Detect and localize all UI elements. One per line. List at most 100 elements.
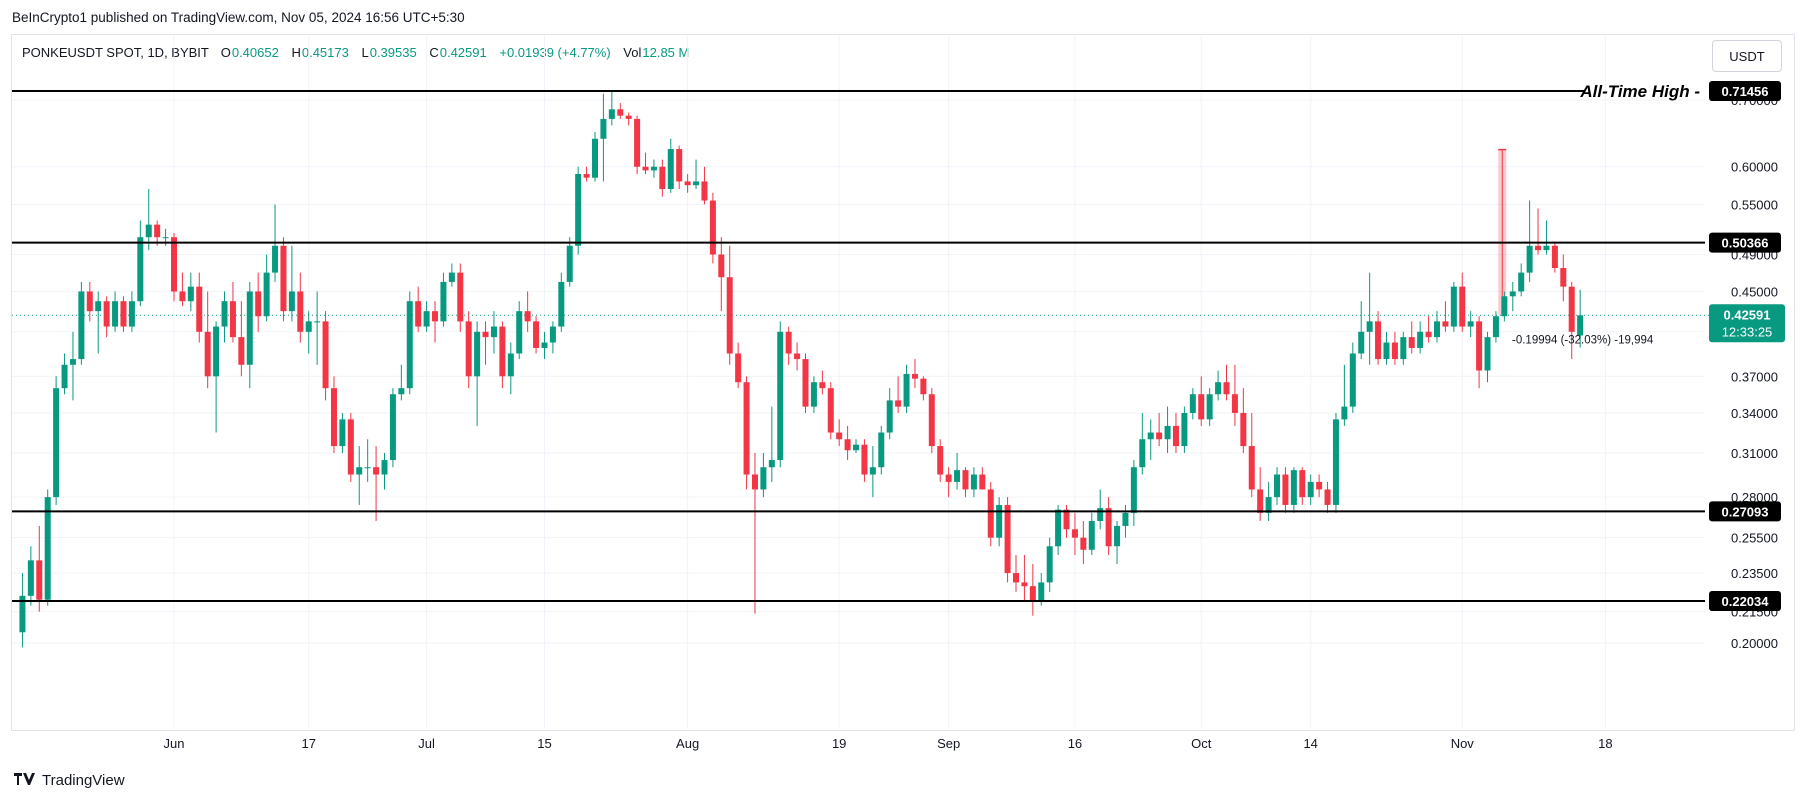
candle-body [549, 326, 556, 343]
candle-body [263, 272, 270, 317]
close-value: 0.42591 [439, 45, 487, 60]
candle-body [1257, 489, 1264, 513]
candle-body [1476, 321, 1483, 371]
y-tick-label: 0.45000 [1731, 284, 1778, 299]
candle-body [432, 311, 439, 322]
candle-body [120, 301, 127, 327]
candle-body [1526, 245, 1533, 273]
candle-body [1290, 470, 1297, 505]
candle-body [743, 382, 750, 475]
candle-body [1265, 497, 1272, 513]
candle-body [1442, 321, 1449, 327]
x-tick-label: Nov [1451, 736, 1475, 751]
candle-body [1391, 342, 1398, 360]
candle-body [869, 467, 876, 475]
candle-body [1560, 268, 1567, 287]
candle-body [634, 118, 641, 167]
candle-body [1055, 509, 1062, 547]
candle-body [751, 474, 758, 490]
candle-body [322, 321, 329, 389]
candle-body [1215, 382, 1222, 395]
candle-body [701, 181, 708, 201]
tradingview-logo-icon [14, 772, 36, 789]
candle-body [423, 311, 430, 327]
high-label: H [291, 45, 301, 60]
currency-button[interactable]: USDT [1712, 40, 1782, 72]
candle-body [1459, 286, 1466, 327]
candle-body [1206, 394, 1213, 420]
candle-body [406, 301, 413, 389]
open-value: 0.40652 [231, 45, 279, 60]
candle-body [1181, 412, 1188, 447]
candle-body [53, 388, 60, 498]
candle-body [853, 444, 860, 451]
candle-body [836, 432, 843, 440]
candle-body [229, 301, 236, 338]
y-tick-label: 0.25500 [1731, 531, 1778, 546]
candle-body [1467, 321, 1474, 327]
candle-body [398, 388, 405, 395]
candle-body [448, 272, 455, 282]
x-tick-label: 19 [832, 736, 846, 751]
candle-body [465, 321, 472, 377]
y-tick-label: 0.31000 [1731, 446, 1778, 461]
candle-body [1223, 382, 1230, 395]
candle-body [1408, 337, 1415, 348]
candle-body [735, 353, 742, 383]
candle-body [575, 174, 582, 246]
candle-body [213, 326, 220, 377]
y-tick-label: 0.37000 [1731, 369, 1778, 384]
candle-body [154, 224, 161, 238]
candle-body [1341, 406, 1348, 420]
candle-body [937, 446, 944, 475]
x-tick-label: 18 [1598, 736, 1612, 751]
candle-body [103, 301, 110, 327]
candle-body [516, 311, 523, 354]
tradingview-brand[interactable]: TradingView [14, 772, 125, 789]
candle-body [1172, 425, 1179, 447]
candle-body [373, 467, 380, 475]
level-annotation: All-Time High - [1579, 82, 1700, 101]
candle-body [1147, 432, 1154, 440]
candle-body [709, 200, 716, 255]
symbol-name[interactable]: PONKEUSDT SPOT, 1D, BYBIT [22, 45, 209, 60]
candle-body [1139, 439, 1146, 468]
candle-body [255, 291, 262, 317]
candle-body [1029, 586, 1036, 602]
candle-body [558, 281, 565, 327]
y-tick-label: 0.28000 [1731, 490, 1778, 505]
candle-body [1434, 321, 1440, 338]
y-tick-label: 0.34000 [1731, 406, 1778, 421]
candle-body [246, 291, 253, 365]
candle-body [381, 460, 388, 475]
candle-body [356, 467, 363, 475]
candle-body [196, 286, 203, 332]
candle-body [1358, 331, 1365, 354]
candle-body [1577, 315, 1584, 336]
candle-body [1105, 508, 1112, 547]
measure-readout: -0.19994 (-32.03%) -19,994 [1512, 334, 1654, 346]
candle-body [861, 444, 868, 475]
candle-body [1492, 316, 1499, 338]
y-tick-label: 0.20000 [1731, 636, 1778, 651]
x-tick-label: Aug [676, 736, 699, 751]
candle-body [617, 109, 624, 116]
candle-body [499, 326, 506, 377]
candle-body [221, 301, 228, 327]
y-tick-label: 0.55000 [1731, 197, 1778, 212]
volume-label: Vol [623, 45, 642, 60]
candle-body [979, 474, 986, 490]
candle-body [297, 291, 304, 332]
candle-body [726, 277, 733, 354]
candle-body [524, 311, 531, 322]
candle-body [608, 109, 615, 119]
candle-body [69, 359, 76, 365]
candle-body [1299, 470, 1306, 498]
candle-body [541, 342, 548, 348]
candle-body [1046, 546, 1053, 583]
candle-body [1501, 296, 1508, 317]
candle-body [718, 254, 725, 278]
candle-body [911, 373, 918, 379]
candle-body [1004, 504, 1011, 574]
